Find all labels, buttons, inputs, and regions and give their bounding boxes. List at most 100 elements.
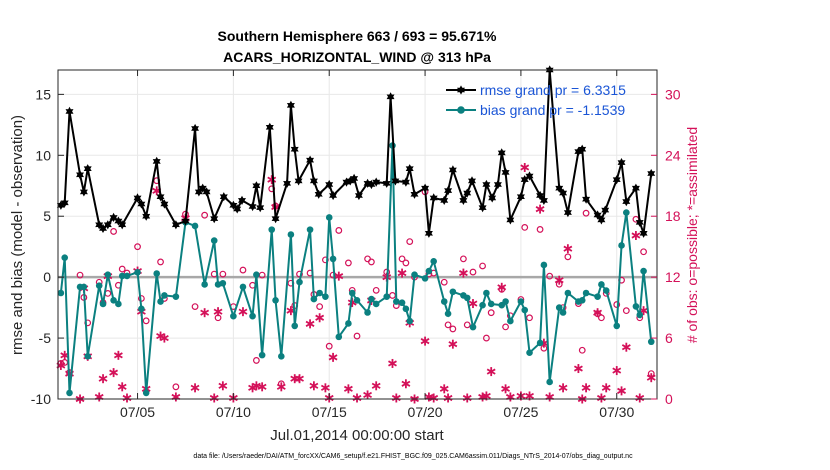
- bias-point: [559, 309, 567, 316]
- chart-title-line-2: ACARS_HORIZONTAL_WIND @ 313 hPa: [223, 49, 491, 65]
- obs-possible-point: [142, 317, 150, 325]
- obs-possible-point: [252, 357, 260, 364]
- bias-point: [402, 305, 410, 313]
- rmse-point: [342, 177, 351, 187]
- obs-possible-point: [372, 286, 380, 294]
- bias-point: [393, 298, 400, 305]
- rmse-point: [478, 203, 487, 213]
- y2-tick-label: 6: [665, 330, 673, 346]
- y2-tick-label: 18: [665, 208, 681, 224]
- rmse-point: [350, 173, 359, 183]
- bias-point: [425, 267, 433, 275]
- obs-assimilated-point: [497, 282, 507, 292]
- obs-assimilated-point: [458, 268, 468, 278]
- y2-axis-ticks: 0 6 12 18 24 30: [651, 86, 681, 407]
- obs-possible-point: [483, 334, 490, 342]
- obs-assimilated-point: [486, 367, 496, 377]
- bias-point: [449, 288, 457, 296]
- obs-assimilated-point: [276, 382, 286, 392]
- rmse-point: [555, 183, 564, 193]
- rmse-point: [421, 183, 430, 193]
- bias-point: [398, 299, 406, 307]
- bias-point: [353, 297, 361, 304]
- bias-point: [272, 297, 279, 304]
- rmse-point: [271, 214, 280, 224]
- obs-possible-point: [449, 325, 457, 333]
- rmse-point: [463, 188, 472, 198]
- obs-assimilated-point: [593, 308, 603, 318]
- obs-assimilated-point: [439, 384, 449, 394]
- rmse-point: [582, 194, 591, 204]
- obs-possible-point: [440, 278, 448, 286]
- obs-assimilated-point: [257, 382, 267, 392]
- rmse-point: [256, 203, 265, 213]
- obs-assimilated-point: [315, 313, 325, 323]
- rmse-point: [448, 165, 457, 175]
- bias-point: [613, 322, 621, 330]
- rmse-point: [578, 144, 587, 154]
- obs-assimilated-point: [171, 392, 181, 402]
- obs-assimilated-point: [200, 308, 210, 318]
- obs-possible-point: [487, 309, 495, 317]
- bias-point: [578, 297, 586, 304]
- rmse-point: [468, 176, 476, 186]
- obs-assimilated-point: [343, 384, 353, 394]
- bias-point: [502, 298, 509, 305]
- bias-point: [142, 389, 150, 397]
- rmse-point: [488, 193, 497, 203]
- bias-point: [521, 306, 529, 314]
- obs-assimilated-point: [554, 275, 564, 285]
- obs-assimilated-point: [443, 393, 453, 403]
- rmse-point: [459, 195, 468, 205]
- y2-tick-label: 0: [665, 391, 673, 407]
- rmse-point: [252, 181, 261, 191]
- obs-assimilated-point: [334, 271, 344, 281]
- obs-possible-point: [622, 307, 630, 315]
- rmse-point: [386, 92, 395, 102]
- rmse-point: [210, 214, 219, 224]
- obs-possible-point: [172, 383, 180, 391]
- bias-point: [636, 311, 644, 319]
- x-tick-label: 07/30: [599, 404, 634, 420]
- bias-point: [278, 353, 285, 360]
- bias-point: [411, 271, 418, 279]
- rmse-point: [639, 228, 648, 238]
- bias-point: [172, 293, 180, 300]
- rmse-point: [229, 200, 238, 210]
- rmse-point: [401, 177, 410, 187]
- rmse-point: [501, 167, 510, 177]
- rmse-point: [142, 211, 151, 221]
- obs-assimilated-point: [505, 392, 515, 402]
- obs-possible-point: [364, 255, 371, 263]
- obs-assimilated-point: [462, 393, 472, 403]
- x-tick-label: 07/05: [120, 404, 155, 420]
- bias-point: [421, 275, 429, 282]
- obs-possible-point: [564, 253, 572, 261]
- rmse-point: [493, 179, 502, 190]
- rmse-point: [497, 148, 506, 158]
- obs-assimilated-point: [371, 381, 381, 391]
- obs-assimilated-point: [573, 364, 583, 374]
- y-tick-label: -5: [39, 330, 52, 346]
- rmse-point: [372, 177, 381, 187]
- obs-assimilated-point: [501, 384, 511, 394]
- obs-assimilated-point: [94, 392, 104, 402]
- obs-assimilated-point: [98, 374, 108, 384]
- obs-assimilated-point: [238, 307, 248, 317]
- obs-possible-point: [157, 258, 164, 266]
- bias-point: [291, 322, 299, 330]
- y2-tick-label: 24: [665, 147, 681, 163]
- x-tick-label: 07/25: [503, 404, 538, 420]
- obs-possible-point: [502, 323, 509, 331]
- obs-assimilated-point: [646, 373, 656, 383]
- obs-assimilated-point: [429, 393, 439, 403]
- obs-possible-point: [613, 301, 621, 308]
- rmse-point: [355, 190, 363, 201]
- rmse-point: [329, 190, 337, 201]
- obs-assimilated-point: [621, 342, 631, 352]
- bias-line: [59, 145, 653, 394]
- bias-point: [546, 378, 553, 386]
- obs-assimilated-point: [218, 381, 228, 391]
- bias-series: [57, 142, 655, 397]
- bias-point: [253, 271, 260, 279]
